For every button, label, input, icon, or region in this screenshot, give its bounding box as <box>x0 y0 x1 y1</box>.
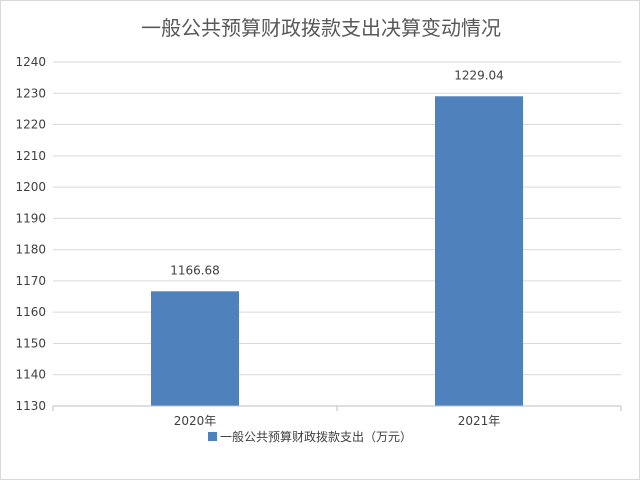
legend-label: 一般公共预算财政拨款支出（万元） <box>220 429 412 444</box>
data-label: 1229.04 <box>454 68 504 82</box>
y-tick-label: 1230 <box>15 86 46 100</box>
bars <box>150 96 524 407</box>
y-tick-label: 1210 <box>15 149 46 163</box>
y-tick-label: 1130 <box>15 399 46 413</box>
y-axis: 1130 1140 1150 1160 1170 1180 1190 1200 1210 1220… <box>15 55 46 413</box>
x-tick-label: 2020年 <box>174 414 217 428</box>
y-tick-label: 1200 <box>15 180 46 194</box>
y-tick-label: 1140 <box>15 368 46 382</box>
y-tick-label: 1180 <box>15 243 46 257</box>
legend-swatch <box>208 432 217 441</box>
data-label: 1166.68 <box>170 263 220 277</box>
gridlines <box>53 61 621 407</box>
x-axis: 2020年 2021年 <box>52 405 622 428</box>
legend: 一般公共预算财政拨款支出（万元） <box>208 429 412 444</box>
x-tick-label: 2021年 <box>458 414 501 428</box>
y-tick-label: 1190 <box>15 211 46 225</box>
y-tick-label: 1240 <box>15 55 46 69</box>
y-tick-label: 1170 <box>15 274 46 288</box>
chart-title: 一般公共预算财政拨款支出决算变动情况 <box>141 16 501 40</box>
bar <box>434 96 524 407</box>
y-tick-label: 1220 <box>15 118 46 132</box>
y-tick-label: 1150 <box>15 336 46 350</box>
data-labels: 1166.68 1229.04 <box>170 68 504 277</box>
bar <box>150 291 240 406</box>
y-tick-label: 1160 <box>15 305 46 319</box>
